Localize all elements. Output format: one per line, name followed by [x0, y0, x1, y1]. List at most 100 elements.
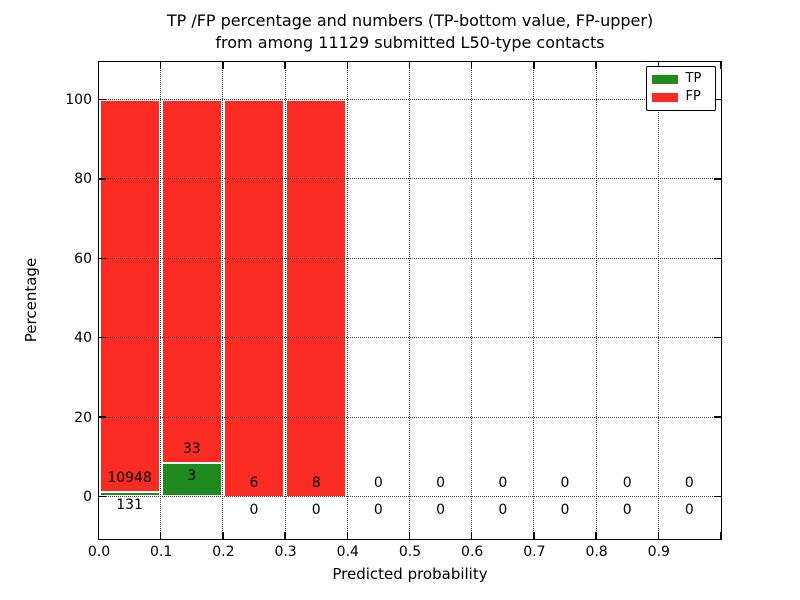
x-tick-mark	[408, 531, 411, 539]
x-tick-mark-top	[159, 61, 162, 69]
x-tick-mark	[346, 531, 349, 539]
chart-title-line1: TP /FP percentage and numbers (TP-bottom…	[166, 11, 654, 30]
tp-count-label: 0	[498, 501, 508, 518]
gridline-vertical	[284, 61, 286, 539]
x-tick-mark	[657, 531, 660, 539]
y-tick-mark-right	[713, 257, 721, 260]
gridline-horizontal	[98, 257, 721, 259]
legend-label: TP	[685, 71, 702, 86]
x-tick-mark-top	[284, 61, 286, 69]
tp-count-label: 0	[622, 501, 632, 518]
x-tick-label: 0.7	[523, 544, 546, 560]
x-tick-label: 0.1	[150, 544, 173, 560]
x-tick-mark-top	[657, 61, 660, 69]
legend-swatch	[651, 92, 678, 102]
x-tick-label: 0.4	[336, 544, 359, 560]
y-tick-label: 0	[83, 489, 92, 505]
x-tick-mark	[470, 531, 473, 539]
fp-count-label: 6	[249, 474, 259, 491]
fp-count-label: 33	[182, 441, 201, 458]
x-tick-mark-top	[533, 61, 535, 69]
y-tick-label: 80	[74, 171, 92, 188]
y-tick-mark	[98, 416, 106, 418]
y-tick-label: 40	[74, 330, 92, 347]
x-tick-mark	[159, 531, 162, 539]
bar-tp-segment	[161, 463, 222, 497]
tp-count-label: 0	[311, 501, 321, 518]
plot-area: TP FP 10948 131 33 3 6 0 8 0 0 0 0 0 0 0 0 0 0 0 0 0	[97, 60, 722, 540]
tp-count-label: 0	[560, 501, 570, 518]
x-tick-mark-top	[346, 61, 349, 69]
y-tick-mark-right	[713, 416, 721, 418]
legend-item-tp: TP	[651, 71, 715, 86]
legend: TP FP	[645, 65, 716, 111]
tp-count-label: 131	[116, 496, 143, 513]
x-tick-label: 0.8	[585, 544, 608, 560]
gridline-vertical	[346, 61, 348, 539]
gridline-horizontal	[98, 337, 721, 339]
y-tick-mark	[98, 257, 106, 260]
legend-label: FP	[685, 89, 701, 104]
chart-title: TP /FP percentage and numbers (TP-bottom…	[0, 10, 800, 54]
y-tick-label: 20	[74, 409, 92, 426]
chart-title-line2: from among 11129 submitted L50-type cont…	[215, 33, 605, 52]
y-tick-mark-right	[713, 336, 721, 339]
x-tick-mark	[284, 531, 286, 539]
y-tick-mark-right	[713, 178, 721, 180]
y-axis-label: Percentage	[22, 257, 40, 343]
fp-count-label: 0	[684, 474, 694, 491]
gridline-vertical	[222, 61, 224, 539]
tp-count-label: 0	[249, 501, 259, 518]
y-tick-mark	[98, 98, 106, 101]
x-tick-mark	[222, 531, 224, 539]
x-tick-label: 0.6	[461, 544, 484, 560]
tp-count-label: 3	[187, 468, 197, 485]
y-tick-label: 100	[65, 92, 92, 108]
gridline-vertical	[533, 61, 535, 539]
y-tick-label: 60	[74, 250, 92, 267]
x-tick-mark-top	[222, 61, 224, 69]
fp-count-label: 0	[498, 474, 508, 491]
fp-count-label: 0	[622, 474, 632, 491]
tp-count-label: 0	[373, 501, 383, 518]
gridline-horizontal	[98, 178, 721, 180]
fp-count-label: 10948	[107, 469, 152, 486]
tp-count-label: 0	[436, 501, 446, 518]
gridline-vertical	[160, 61, 162, 539]
y-tick-mark-right	[713, 98, 721, 101]
x-axis-label: Predicted probability	[332, 565, 488, 583]
y-tick-mark	[98, 178, 106, 180]
gridline-vertical	[471, 61, 473, 539]
fp-count-label: 0	[436, 474, 446, 491]
x-tick-label: 0.2	[212, 544, 235, 560]
y-tick-mark	[98, 336, 106, 339]
x-tick-mark	[533, 531, 535, 539]
legend-swatch	[651, 74, 678, 84]
fp-count-label: 0	[373, 474, 383, 491]
gridline-horizontal	[98, 99, 721, 100]
x-tick-label: 0.3	[274, 544, 297, 560]
gridline-horizontal	[98, 416, 721, 418]
x-tick-mark	[97, 531, 100, 539]
x-tick-mark	[595, 531, 597, 539]
x-tick-mark-top	[97, 61, 100, 69]
fp-count-label: 0	[560, 474, 570, 491]
bar-fp-segment	[223, 99, 285, 497]
gridline-vertical	[409, 61, 410, 539]
x-tick-label: 0.9	[647, 544, 670, 560]
x-tick-label: 0.0	[87, 544, 111, 560]
x-tick-mark-top	[595, 61, 597, 69]
x-tick-mark-top	[470, 61, 473, 69]
bar-fp-segment	[99, 99, 160, 492]
y-tick-mark-right	[713, 495, 721, 498]
x-tick-mark-top	[719, 61, 722, 69]
bar-fp-segment	[161, 99, 222, 464]
bar-fp-segment	[286, 99, 347, 497]
tp-count-label: 0	[684, 501, 694, 518]
fp-count-label: 8	[311, 474, 321, 491]
x-tick-label: 0.5	[398, 544, 422, 560]
x-tick-mark-top	[408, 61, 411, 69]
x-tick-mark	[719, 531, 722, 539]
legend-item-fp: FP	[651, 89, 715, 104]
